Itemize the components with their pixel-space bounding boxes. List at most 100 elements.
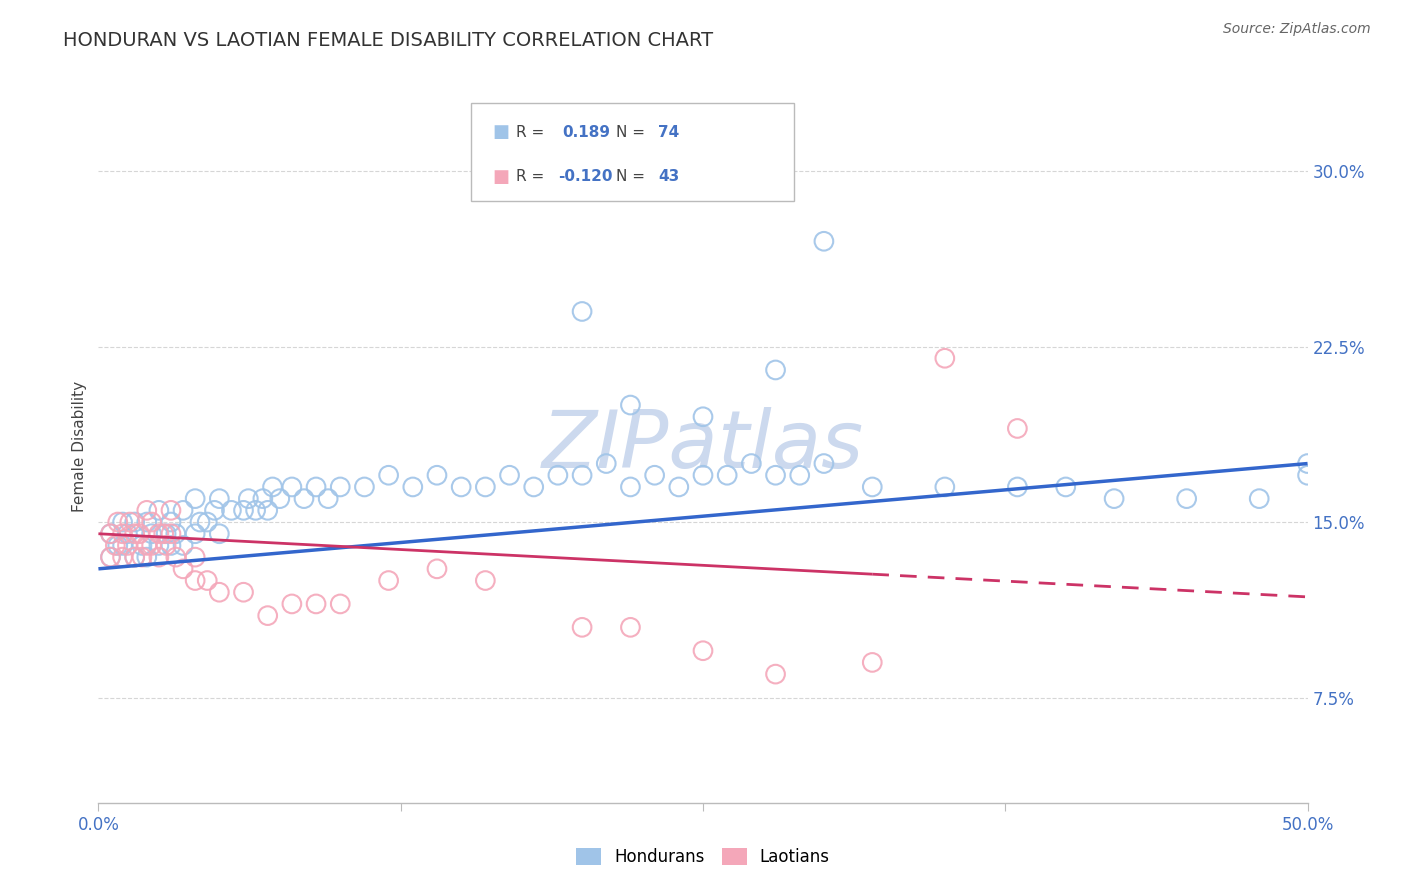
Point — [148, 526, 170, 541]
Point — [141, 526, 163, 541]
Legend: Hondurans, Laotians: Hondurans, Laotians — [569, 841, 837, 873]
Point — [1296, 468, 1319, 483]
Point — [124, 526, 146, 541]
Point — [204, 503, 226, 517]
Point — [619, 620, 641, 634]
Text: -0.120: -0.120 — [558, 169, 613, 184]
Point — [329, 597, 352, 611]
Point — [107, 515, 129, 529]
Point — [100, 526, 122, 541]
Point — [305, 597, 328, 611]
Point — [111, 550, 134, 565]
Point — [619, 398, 641, 412]
Text: R =: R = — [516, 169, 550, 184]
Point — [148, 503, 170, 517]
Point — [124, 550, 146, 565]
Point — [107, 538, 129, 552]
Point — [221, 503, 243, 517]
Point — [184, 550, 207, 565]
Text: R =: R = — [516, 125, 550, 139]
Point — [131, 550, 153, 565]
Text: ZIPatlas: ZIPatlas — [541, 407, 865, 485]
Text: 74: 74 — [658, 125, 679, 139]
Text: 43: 43 — [658, 169, 679, 184]
Point — [474, 480, 496, 494]
Point — [256, 608, 278, 623]
Text: N =: N = — [616, 125, 650, 139]
Point — [100, 550, 122, 565]
Point — [160, 538, 183, 552]
Point — [813, 234, 835, 248]
Point — [195, 574, 218, 588]
Point — [1296, 457, 1319, 471]
Point — [165, 550, 187, 565]
Text: N =: N = — [616, 169, 650, 184]
Point — [238, 491, 260, 506]
Point — [692, 468, 714, 483]
Point — [1249, 491, 1271, 506]
Point — [155, 538, 177, 552]
Point — [740, 457, 762, 471]
Point — [128, 526, 150, 541]
Point — [184, 574, 207, 588]
Point — [152, 526, 174, 541]
Point — [644, 468, 666, 483]
Point — [329, 480, 352, 494]
Point — [716, 468, 738, 483]
Point — [789, 468, 811, 483]
Y-axis label: Female Disability: Female Disability — [72, 380, 87, 512]
Point — [184, 526, 207, 541]
Point — [135, 515, 157, 529]
Point — [1175, 491, 1198, 506]
Text: ■: ■ — [492, 168, 509, 186]
Point — [148, 550, 170, 565]
Point — [402, 480, 425, 494]
Point — [124, 550, 146, 565]
Point — [547, 468, 569, 483]
Point — [292, 491, 315, 506]
Point — [160, 526, 183, 541]
Point — [155, 526, 177, 541]
Point — [252, 491, 274, 506]
Point — [172, 562, 194, 576]
Point — [208, 491, 231, 506]
Point — [1007, 480, 1029, 494]
Text: Source: ZipAtlas.com: Source: ZipAtlas.com — [1223, 22, 1371, 37]
Point — [135, 503, 157, 517]
Point — [104, 538, 127, 552]
Point — [765, 667, 787, 681]
Point — [692, 644, 714, 658]
Point — [232, 585, 254, 599]
Point — [172, 503, 194, 517]
Point — [208, 526, 231, 541]
Text: HONDURAN VS LAOTIAN FEMALE DISABILITY CORRELATION CHART: HONDURAN VS LAOTIAN FEMALE DISABILITY CO… — [63, 31, 713, 50]
Point — [111, 515, 134, 529]
Point — [195, 515, 218, 529]
Point — [668, 480, 690, 494]
Point — [860, 656, 883, 670]
Point — [160, 503, 183, 517]
Point — [353, 480, 375, 494]
Point — [232, 503, 254, 517]
Point — [450, 480, 472, 494]
Point — [426, 468, 449, 483]
Point — [305, 480, 328, 494]
Point — [118, 515, 141, 529]
Point — [595, 457, 617, 471]
Point — [377, 468, 399, 483]
Point — [1007, 421, 1029, 435]
Point — [165, 526, 187, 541]
Point — [571, 620, 593, 634]
Text: ■: ■ — [492, 123, 509, 141]
Point — [148, 538, 170, 552]
Point — [1102, 491, 1125, 506]
Point — [262, 480, 284, 494]
Point — [377, 574, 399, 588]
Point — [117, 538, 139, 552]
Point — [498, 468, 520, 483]
Point — [269, 491, 291, 506]
Point — [281, 480, 304, 494]
Point — [619, 480, 641, 494]
Point — [160, 515, 183, 529]
Point — [135, 538, 157, 552]
